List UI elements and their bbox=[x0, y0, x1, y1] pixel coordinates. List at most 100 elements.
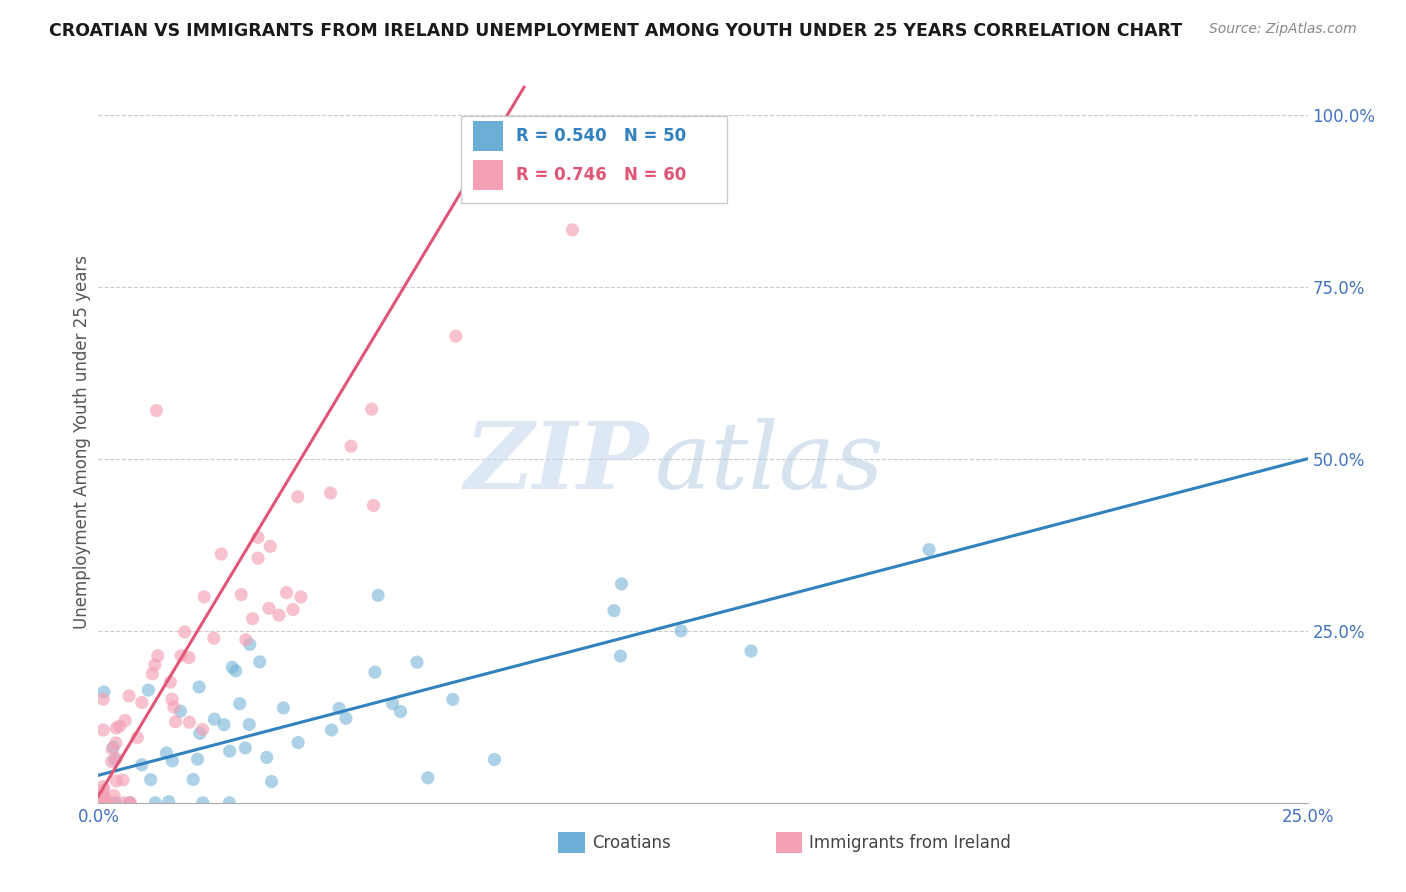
Point bbox=[118, 796, 141, 810]
Point bbox=[108, 719, 131, 733]
Point bbox=[104, 796, 127, 810]
Text: R = 0.746   N = 60: R = 0.746 N = 60 bbox=[516, 166, 686, 184]
Point bbox=[256, 750, 278, 764]
Point bbox=[136, 683, 159, 698]
Point bbox=[218, 796, 240, 810]
Point bbox=[918, 542, 941, 557]
Point bbox=[118, 689, 141, 703]
Text: CROATIAN VS IMMIGRANTS FROM IRELAND UNEMPLOYMENT AMONG YOUTH UNDER 25 YEARS CORR: CROATIAN VS IMMIGRANTS FROM IRELAND UNEM… bbox=[49, 22, 1182, 40]
Point bbox=[249, 655, 271, 669]
Point bbox=[159, 675, 181, 690]
Point bbox=[363, 499, 385, 513]
Point bbox=[169, 704, 191, 718]
Point bbox=[321, 723, 343, 737]
Point bbox=[112, 796, 135, 810]
Point bbox=[91, 789, 114, 803]
Text: R = 0.540   N = 50: R = 0.540 N = 50 bbox=[516, 127, 686, 145]
Point bbox=[416, 771, 439, 785]
Point bbox=[218, 744, 240, 758]
Point bbox=[364, 665, 387, 680]
Bar bbox=[776, 831, 803, 854]
Point bbox=[441, 692, 464, 706]
Text: Source: ZipAtlas.com: Source: ZipAtlas.com bbox=[1209, 22, 1357, 37]
Point bbox=[335, 711, 357, 725]
Point bbox=[177, 650, 200, 665]
Point bbox=[155, 746, 177, 760]
Point bbox=[273, 701, 295, 715]
Point bbox=[287, 490, 309, 504]
Point bbox=[157, 795, 180, 809]
Point bbox=[181, 772, 204, 787]
Point bbox=[484, 752, 506, 766]
Text: Immigrants from Ireland: Immigrants from Ireland bbox=[810, 833, 1011, 852]
Point bbox=[165, 714, 187, 729]
Point bbox=[104, 753, 127, 767]
Point bbox=[145, 403, 167, 417]
Point bbox=[170, 648, 193, 663]
Point bbox=[260, 774, 283, 789]
Point bbox=[103, 740, 125, 755]
Point bbox=[381, 697, 404, 711]
Point bbox=[231, 588, 253, 602]
Point bbox=[367, 588, 389, 602]
Point bbox=[225, 664, 247, 678]
Point bbox=[105, 774, 128, 789]
Point bbox=[188, 726, 211, 740]
Point bbox=[105, 721, 128, 735]
Point bbox=[221, 660, 243, 674]
Point bbox=[162, 754, 184, 768]
Point bbox=[91, 723, 114, 737]
Point bbox=[101, 796, 124, 810]
Point bbox=[145, 796, 167, 810]
Point bbox=[239, 637, 262, 651]
Point bbox=[319, 486, 342, 500]
Point bbox=[287, 736, 309, 750]
Point bbox=[91, 790, 114, 805]
Point bbox=[146, 648, 169, 663]
Point bbox=[235, 632, 257, 647]
Point bbox=[131, 757, 153, 772]
Point bbox=[104, 736, 127, 750]
Point bbox=[603, 604, 626, 618]
Point bbox=[259, 539, 281, 553]
Point bbox=[111, 773, 134, 788]
Point bbox=[281, 602, 304, 616]
Point bbox=[242, 612, 264, 626]
Point bbox=[93, 783, 115, 797]
Point bbox=[610, 577, 633, 591]
Point bbox=[100, 755, 122, 769]
Point bbox=[202, 631, 225, 645]
Bar bbox=[474, 160, 503, 190]
Point bbox=[740, 644, 762, 658]
Point bbox=[94, 796, 117, 810]
Point bbox=[91, 796, 114, 810]
Point bbox=[139, 772, 162, 787]
Point bbox=[389, 705, 412, 719]
Text: atlas: atlas bbox=[655, 418, 884, 508]
Point bbox=[101, 742, 124, 756]
Point bbox=[238, 717, 260, 731]
Point bbox=[160, 692, 183, 706]
Bar bbox=[474, 120, 503, 151]
FancyBboxPatch shape bbox=[461, 117, 727, 203]
Point bbox=[118, 796, 141, 810]
Point bbox=[141, 666, 163, 681]
Point bbox=[91, 796, 114, 810]
Point bbox=[444, 329, 467, 343]
Point bbox=[212, 717, 235, 731]
Point bbox=[173, 624, 195, 639]
Point bbox=[93, 685, 115, 699]
Point bbox=[179, 715, 201, 730]
Point bbox=[127, 731, 149, 745]
Point bbox=[290, 590, 312, 604]
Point bbox=[209, 547, 232, 561]
Point bbox=[202, 712, 225, 726]
Point bbox=[233, 740, 256, 755]
Point bbox=[114, 714, 136, 728]
Point bbox=[191, 723, 214, 737]
Bar bbox=[558, 831, 585, 854]
Y-axis label: Unemployment Among Youth under 25 years: Unemployment Among Youth under 25 years bbox=[73, 254, 91, 629]
Point bbox=[103, 789, 125, 803]
Point bbox=[609, 648, 631, 663]
Point bbox=[669, 624, 692, 638]
